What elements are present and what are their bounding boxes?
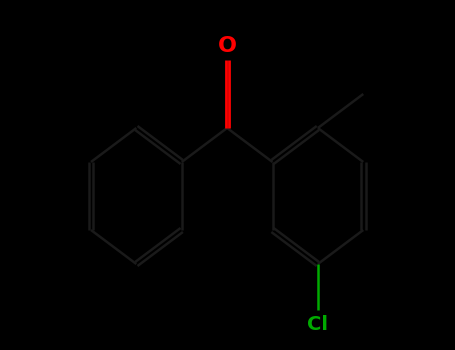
Text: Cl: Cl <box>308 315 329 334</box>
Text: O: O <box>217 36 237 56</box>
